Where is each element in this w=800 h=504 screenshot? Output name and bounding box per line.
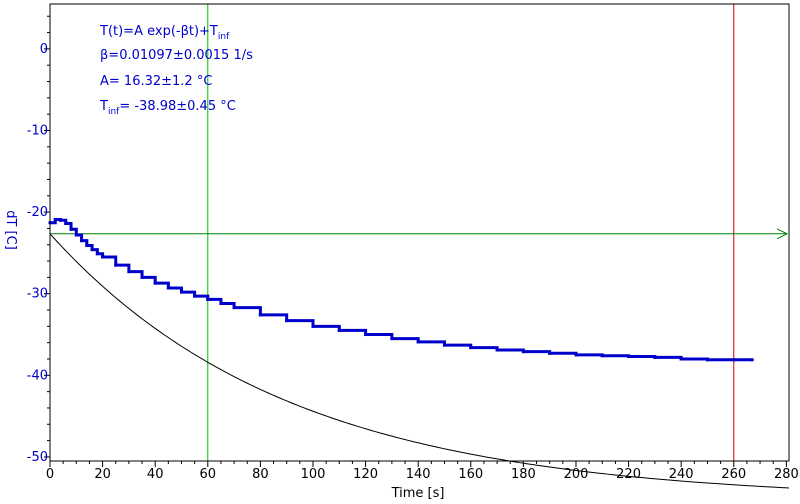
x-tick-label: 0 — [46, 467, 54, 482]
data-point — [548, 351, 552, 355]
x-tick-label: 100 — [301, 467, 326, 482]
x-tick-label: 240 — [669, 467, 694, 482]
data-point — [127, 270, 131, 274]
data-point — [193, 294, 197, 298]
data-point — [442, 343, 446, 347]
data-point — [95, 252, 99, 256]
y-tick-label: -40 — [27, 368, 48, 383]
data-point — [90, 248, 94, 252]
data-point — [469, 346, 473, 350]
y-tick-label: 0 — [40, 42, 48, 57]
x-tick-label: 120 — [353, 467, 378, 482]
fit-model-label: T(t)=A exp(-βt)+Tinf — [99, 24, 230, 42]
y-tick-label: -30 — [27, 287, 48, 302]
beta-label: β=0.01097±0.0015 1/s — [100, 48, 253, 63]
data-point — [750, 358, 754, 362]
x-tick-label: 60 — [200, 467, 217, 482]
data-point — [495, 348, 499, 352]
tinf-label: Tinf= -38.98±0.45 °C — [99, 99, 236, 117]
data-point — [85, 244, 89, 248]
y-tick-label: -20 — [27, 205, 48, 220]
data-point — [166, 286, 170, 290]
x-tick-label: 280 — [774, 467, 799, 482]
y-axis-title: dT [C] — [3, 210, 18, 250]
x-tick-label: 180 — [511, 467, 536, 482]
data-point — [390, 337, 394, 341]
x-tick-label: 140 — [406, 467, 431, 482]
data-point — [53, 217, 57, 221]
data-point — [574, 353, 578, 357]
data-point — [74, 233, 78, 237]
data-point — [219, 302, 223, 305]
axes-layer: 0 20 40 60 80 100 120 140 160 180 200 220 240 260 280 0… — [27, 3, 799, 482]
amplitude-label: A= 16.32±1.2 °C — [100, 74, 212, 89]
data-point — [285, 319, 289, 323]
data-point — [653, 355, 657, 359]
data-point — [627, 355, 631, 359]
plot-frame — [49, 3, 790, 462]
x-tick-label: 40 — [147, 467, 164, 482]
data-point — [80, 239, 84, 243]
data-point — [69, 227, 73, 231]
x-axis-title: Time [s] — [391, 486, 445, 501]
horizontal-marker-arrowhead — [776, 228, 789, 240]
x-tick-label: 160 — [458, 467, 483, 482]
data-point — [101, 255, 105, 259]
data-point — [232, 306, 236, 310]
data-point — [114, 263, 118, 267]
data-point — [179, 290, 183, 294]
data-point — [679, 357, 683, 361]
data-point — [140, 275, 144, 279]
data-point — [521, 350, 525, 354]
data-point — [311, 324, 315, 328]
x-tick-label: 20 — [94, 467, 111, 482]
data-point — [206, 297, 210, 301]
data-point — [732, 358, 736, 362]
data-point — [153, 281, 157, 285]
data-point — [59, 218, 63, 222]
plot-layer — [48, 4, 790, 489]
data-series-0 — [50, 217, 753, 362]
y-tick-label: -50 — [27, 450, 48, 465]
data-point — [364, 333, 368, 337]
data-point — [416, 340, 420, 344]
data-point — [705, 358, 709, 362]
data-point — [600, 354, 604, 358]
y-tick-label: -10 — [27, 123, 48, 138]
x-tick-label: 200 — [564, 467, 589, 482]
data-point — [337, 328, 341, 332]
x-tick-label: 220 — [616, 467, 641, 482]
x-tick-label: 260 — [721, 467, 746, 482]
fit-curve — [49, 233, 790, 489]
x-tick-label: 80 — [252, 467, 269, 482]
data-point — [258, 313, 262, 317]
data-point — [64, 222, 68, 226]
